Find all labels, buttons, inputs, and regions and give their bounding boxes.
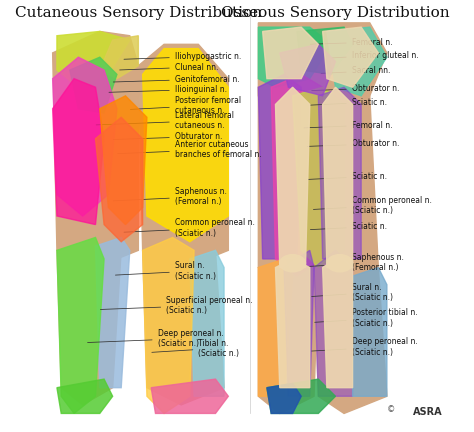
Polygon shape bbox=[258, 74, 323, 285]
Polygon shape bbox=[319, 87, 361, 259]
Text: Sciatic n.: Sciatic n. bbox=[310, 98, 387, 107]
Text: Femoral n.: Femoral n. bbox=[310, 38, 392, 47]
Polygon shape bbox=[258, 259, 292, 396]
Polygon shape bbox=[267, 379, 336, 413]
Text: Iliohypogastric n.: Iliohypogastric n. bbox=[124, 52, 241, 61]
Text: Femoral n.: Femoral n. bbox=[304, 121, 392, 130]
Polygon shape bbox=[258, 250, 319, 413]
Polygon shape bbox=[100, 36, 138, 79]
Polygon shape bbox=[271, 74, 323, 276]
Text: Deep peroneal n.
(Sciatic n.): Deep peroneal n. (Sciatic n.) bbox=[88, 329, 223, 348]
Polygon shape bbox=[284, 250, 314, 396]
Ellipse shape bbox=[327, 254, 353, 272]
Polygon shape bbox=[297, 27, 353, 74]
Polygon shape bbox=[258, 23, 387, 105]
Text: Common peroneal n.
(Sciatic n.): Common peroneal n. (Sciatic n.) bbox=[124, 218, 255, 238]
Polygon shape bbox=[323, 259, 353, 388]
Text: Posterior femoral
cutaneous n.: Posterior femoral cutaneous n. bbox=[130, 95, 241, 115]
Polygon shape bbox=[143, 238, 194, 413]
Polygon shape bbox=[57, 238, 104, 413]
Text: Obturator n.: Obturator n. bbox=[113, 132, 222, 141]
Text: Anterior cutaneous
branches of femoral n.: Anterior cutaneous branches of femoral n… bbox=[118, 140, 262, 159]
Text: Superficial peroneal n.
(Sciatic n.): Superficial peroneal n. (Sciatic n.) bbox=[100, 295, 253, 315]
Polygon shape bbox=[327, 27, 387, 96]
Polygon shape bbox=[57, 32, 130, 87]
Polygon shape bbox=[100, 96, 147, 225]
Polygon shape bbox=[57, 379, 113, 413]
Polygon shape bbox=[57, 238, 121, 405]
Text: Sciatic n.: Sciatic n. bbox=[308, 172, 387, 181]
Text: Sacral nn.: Sacral nn. bbox=[321, 67, 390, 76]
Text: Ilioinguinal n.: Ilioinguinal n. bbox=[109, 85, 227, 94]
Text: ASRA: ASRA bbox=[412, 407, 442, 417]
Polygon shape bbox=[95, 117, 143, 242]
Text: Cutaneous Sensory Distribution: Cutaneous Sensory Distribution bbox=[15, 6, 262, 20]
Polygon shape bbox=[314, 74, 378, 285]
Text: Saphenous n.
(Femoral n.): Saphenous n. (Femoral n.) bbox=[308, 253, 404, 272]
Text: Cluneal nn.: Cluneal nn. bbox=[120, 63, 218, 72]
Polygon shape bbox=[53, 32, 138, 267]
Polygon shape bbox=[190, 250, 224, 396]
Text: Inferior gluteal n.: Inferior gluteal n. bbox=[332, 51, 419, 60]
Polygon shape bbox=[143, 238, 224, 405]
Text: Sural n.
(Sciatic n.): Sural n. (Sciatic n.) bbox=[312, 283, 393, 302]
Polygon shape bbox=[53, 57, 117, 216]
Polygon shape bbox=[275, 87, 310, 267]
Polygon shape bbox=[53, 79, 104, 225]
Text: ©: © bbox=[387, 406, 395, 415]
Text: Tibial n.
(Sciatic n.): Tibial n. (Sciatic n.) bbox=[152, 339, 239, 358]
Text: Posterior tibial n.
(Sciatic n.): Posterior tibial n. (Sciatic n.) bbox=[315, 308, 418, 328]
Text: Obturator n.: Obturator n. bbox=[312, 83, 399, 92]
Polygon shape bbox=[323, 27, 378, 87]
Polygon shape bbox=[280, 44, 336, 96]
Text: Osseous Sensory Distribution: Osseous Sensory Distribution bbox=[221, 6, 450, 20]
Polygon shape bbox=[138, 44, 228, 267]
Text: Sciatic n.: Sciatic n. bbox=[310, 222, 387, 231]
Text: Deep peroneal n.
(Sciatic n.): Deep peroneal n. (Sciatic n.) bbox=[312, 337, 418, 356]
Polygon shape bbox=[263, 27, 319, 79]
Polygon shape bbox=[323, 87, 353, 267]
Text: Common peroneal n.
(Sciatic n.): Common peroneal n. (Sciatic n.) bbox=[313, 196, 432, 215]
Polygon shape bbox=[353, 267, 387, 396]
Polygon shape bbox=[292, 87, 344, 267]
Text: Saphenous n.
(Femoral n.): Saphenous n. (Femoral n.) bbox=[113, 187, 227, 206]
Ellipse shape bbox=[280, 254, 305, 272]
Polygon shape bbox=[258, 74, 301, 259]
Polygon shape bbox=[267, 383, 301, 413]
Polygon shape bbox=[314, 250, 353, 396]
Text: Sural n.
(Sciatic n.): Sural n. (Sciatic n.) bbox=[115, 261, 216, 281]
Text: Genitofemoral n.: Genitofemoral n. bbox=[113, 75, 239, 83]
Text: Obturator n.: Obturator n. bbox=[308, 140, 399, 148]
Polygon shape bbox=[143, 49, 228, 242]
Polygon shape bbox=[258, 27, 331, 87]
Polygon shape bbox=[314, 250, 387, 413]
Polygon shape bbox=[275, 259, 310, 388]
Polygon shape bbox=[95, 238, 130, 388]
Text: Lateral femoral
cutaneous n.: Lateral femoral cutaneous n. bbox=[96, 111, 234, 130]
Polygon shape bbox=[70, 57, 117, 113]
Polygon shape bbox=[151, 379, 228, 413]
